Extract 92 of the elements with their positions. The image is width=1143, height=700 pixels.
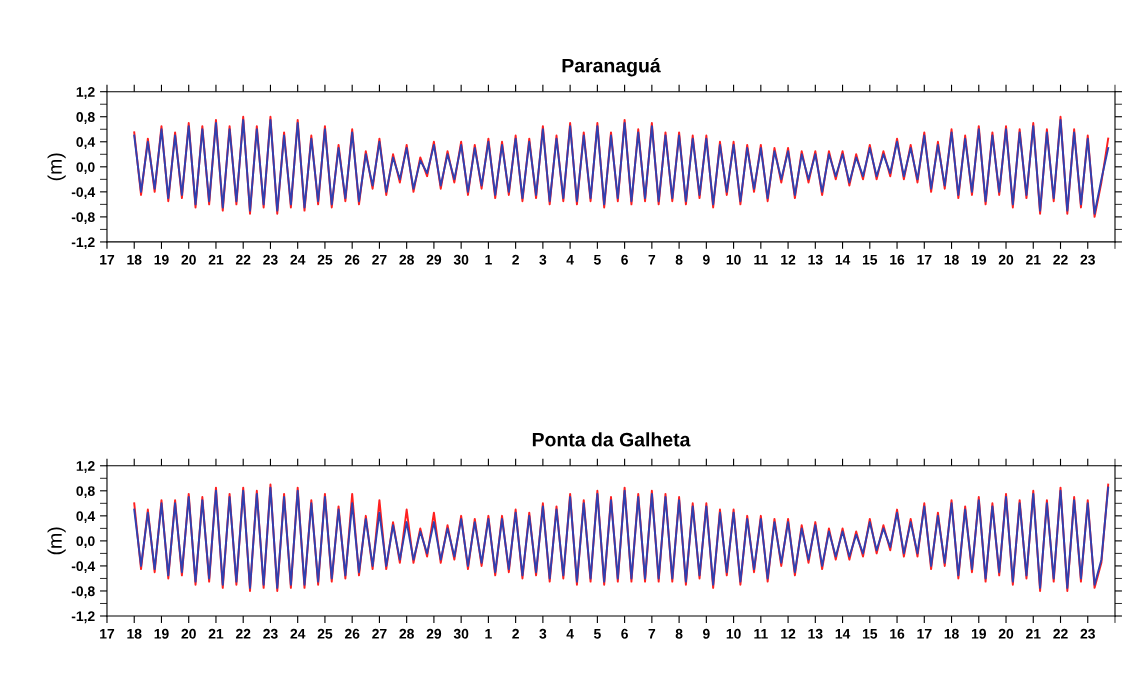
x-tick-label: 8 [675, 628, 683, 639]
x-tick-label: 15 [862, 629, 878, 639]
x-tick-label: 19 [154, 254, 169, 265]
x-tick-label: 28 [399, 254, 414, 265]
x-tick-label: 30 [453, 254, 469, 265]
x-tick-label: 2 [512, 628, 519, 639]
x-tick-label: 9 [702, 628, 710, 639]
y-tick-label: 0,4 [76, 511, 96, 524]
x-tick-label: 19 [154, 628, 169, 639]
y-axis-title: (m) [47, 527, 66, 555]
x-tick-label: 4 [566, 629, 574, 639]
x-tick-label: 10 [726, 628, 741, 639]
x-tick-label: 22 [1053, 254, 1068, 265]
x-tick-label: 23 [263, 628, 278, 639]
x-tick-label: 25 [317, 254, 333, 265]
x-tick-label: 29 [426, 628, 442, 639]
x-tick-label: 5 [593, 254, 601, 265]
y-axis-title: (m) [47, 153, 66, 181]
x-tick-label: 13 [808, 254, 823, 265]
y-tick-label: -0,4 [71, 187, 96, 200]
x-tick-label: 25 [317, 628, 333, 639]
x-tick-label: 26 [344, 628, 360, 639]
x-tick-label: 27 [372, 254, 387, 265]
x-tick-label: 1 [485, 254, 492, 265]
x-tick-label: 21 [1026, 254, 1041, 265]
x-tick-label: 11 [754, 629, 768, 639]
x-tick-label: 21 [208, 254, 224, 265]
x-tick-label: 24 [290, 254, 306, 265]
x-tick-label: 7 [648, 254, 656, 265]
x-tick-label: 8 [675, 254, 683, 265]
x-tick-label: 20 [181, 628, 196, 639]
y-tick-label: 0,4 [76, 137, 96, 149]
x-tick-label: 10 [726, 254, 741, 265]
x-tick-label: 17 [917, 254, 932, 265]
x-tick-label: 16 [890, 628, 905, 639]
y-tick-label: -0,8 [71, 586, 95, 599]
x-tick-label: 23 [1080, 628, 1095, 639]
x-tick-label: 30 [453, 628, 469, 639]
y-tick-label: 1,2 [76, 461, 95, 473]
x-tick-label: 6 [621, 254, 628, 265]
x-tick-label: 18 [944, 628, 959, 639]
x-tick-label: 26 [344, 254, 360, 265]
x-tick-label: 18 [944, 254, 959, 265]
x-tick-label: 22 [235, 628, 251, 639]
x-tick-label: 18 [127, 628, 142, 639]
x-tick-label: 13 [808, 628, 823, 639]
x-tick-label: 4 [566, 254, 574, 265]
y-tick-label: 0,8 [76, 112, 95, 124]
x-tick-label: 6 [621, 628, 628, 639]
x-tick-label: 24 [290, 628, 306, 639]
y-tick-label: -0,4 [71, 561, 96, 574]
x-tick-label: 3 [539, 254, 547, 265]
x-tick-label: 19 [971, 628, 986, 639]
x-tick-label: 27 [372, 628, 387, 639]
y-tick-label: 0,0 [76, 162, 95, 174]
y-tick-label: -1,2 [71, 237, 95, 250]
x-tick-label: 29 [426, 254, 442, 265]
x-tick-label: 17 [917, 629, 932, 639]
x-tick-label: 22 [235, 254, 251, 265]
x-tick-label: 20 [998, 254, 1014, 265]
x-tick-label: 1 [485, 629, 492, 639]
x-tick-label: 21 [208, 628, 224, 639]
y-tick-label: 0,8 [76, 486, 95, 498]
x-tick-label: 17 [100, 629, 115, 639]
x-tick-label: 20 [181, 254, 196, 265]
x-tick-label: 2 [512, 254, 519, 265]
x-tick-label: 28 [399, 628, 414, 639]
x-tick-label: 23 [263, 254, 278, 265]
y-tick-label: 1,2 [76, 87, 95, 99]
x-tick-label: 18 [127, 254, 142, 265]
x-tick-label: 15 [862, 254, 878, 265]
x-tick-label: 21 [1026, 628, 1041, 639]
x-tick-label: 23 [1080, 254, 1095, 265]
x-tick-label: 3 [539, 628, 547, 639]
x-tick-label: 12 [781, 254, 796, 265]
x-tick-label: 19 [971, 254, 986, 265]
x-tick-label: 11 [754, 254, 768, 265]
x-tick-label: 14 [835, 254, 851, 265]
y-tick-label: 0,0 [76, 536, 95, 549]
x-tick-label: 12 [781, 628, 796, 639]
x-tick-label: 9 [702, 254, 710, 265]
x-tick-label: 16 [890, 254, 905, 265]
chart-title: Paranaguá [562, 57, 661, 77]
x-tick-label: 20 [998, 628, 1014, 639]
x-tick-label: 22 [1053, 628, 1068, 639]
x-tick-label: 5 [593, 629, 601, 639]
x-tick-label: 7 [648, 629, 656, 639]
chart-title: Ponta da Galheta [532, 432, 691, 447]
y-tick-label: -0,8 [71, 212, 95, 225]
y-tick-label: -1,2 [71, 611, 95, 624]
x-tick-label: 14 [835, 629, 851, 639]
x-tick-label: 17 [100, 254, 115, 265]
